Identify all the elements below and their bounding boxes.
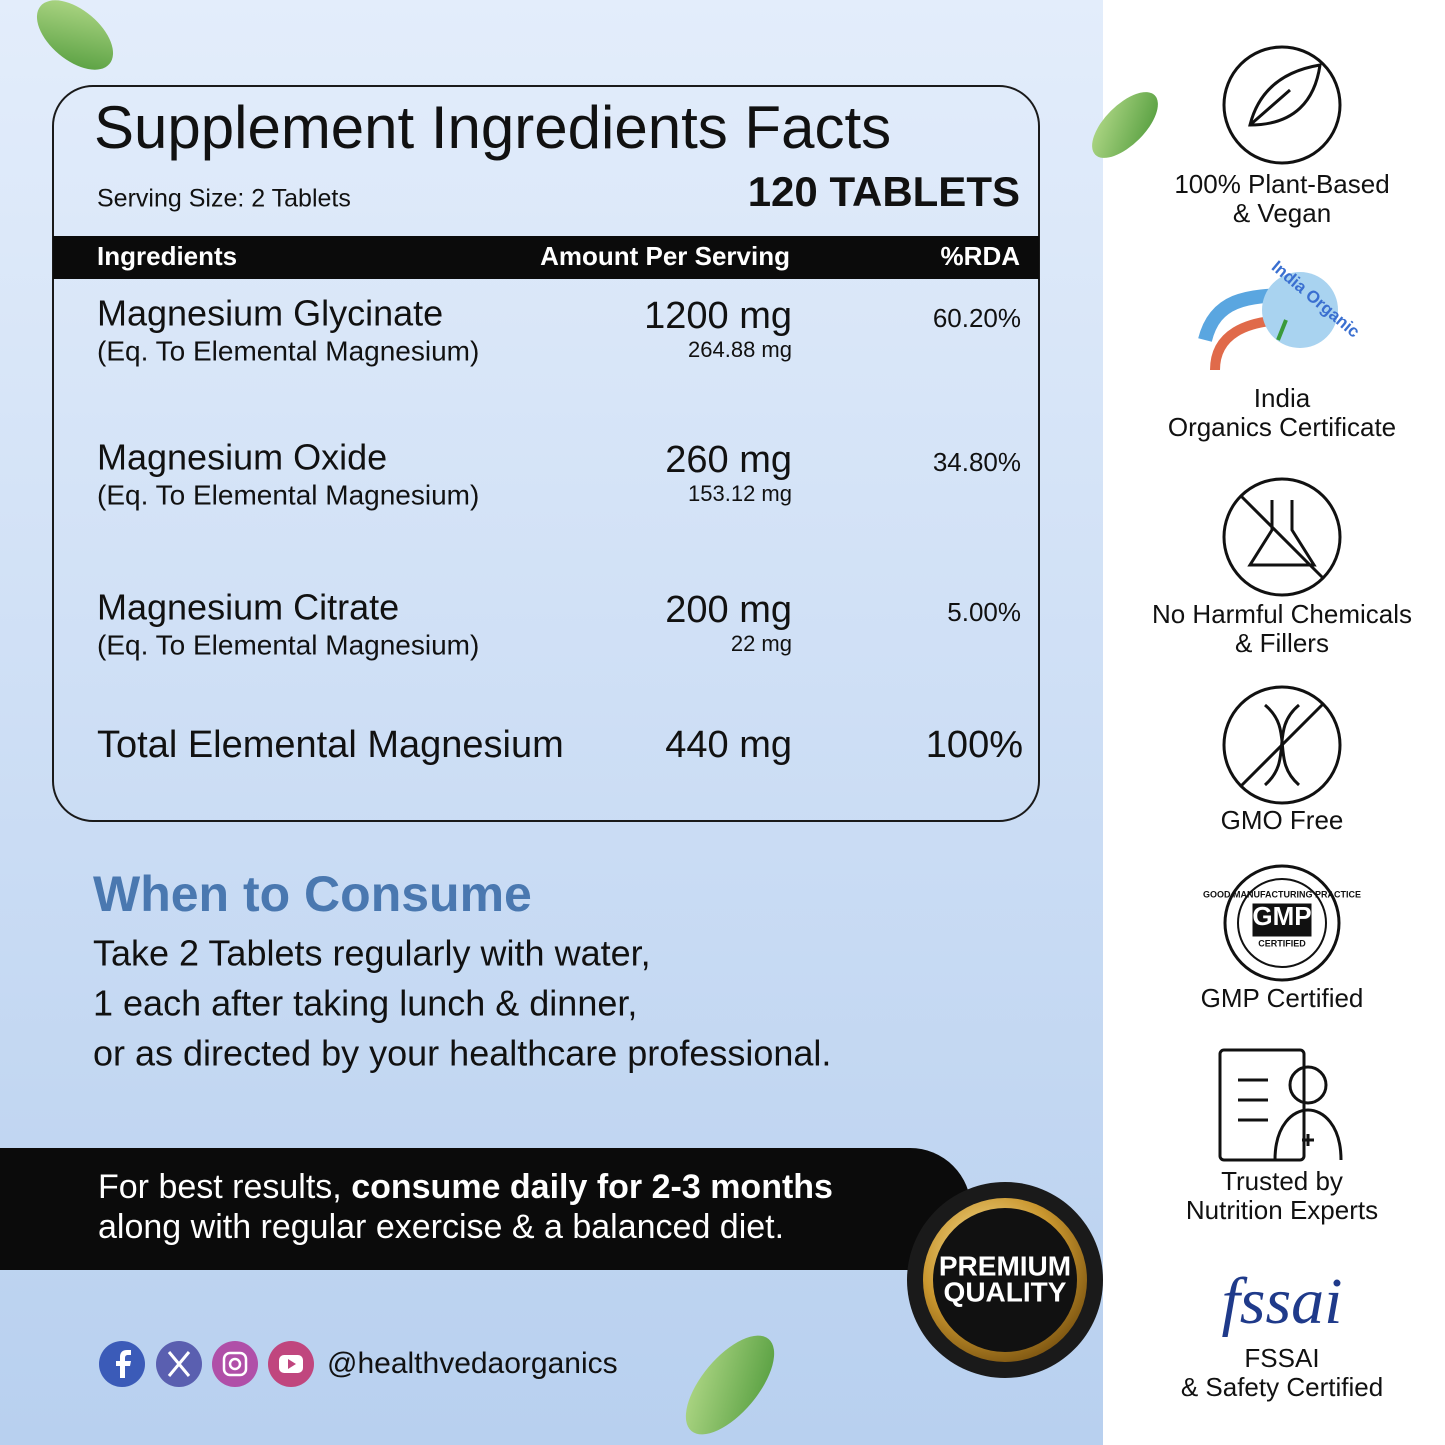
ingredient-note: (Eq. To Elemental Magnesium) xyxy=(97,335,479,366)
table-title: Supplement Ingredients Facts xyxy=(94,94,891,161)
feature-label: GMP Certified xyxy=(1201,983,1364,1013)
social-handle: @healthvedaorganics xyxy=(327,1347,618,1380)
rda: 34.80% xyxy=(933,447,1021,477)
logo-mark: GMP xyxy=(1252,901,1311,931)
elemental-amount: 153.12 mg xyxy=(688,481,792,506)
banner xyxy=(0,1148,971,1270)
social-icons xyxy=(99,1341,314,1387)
logo-sub: CERTIFIED xyxy=(1258,938,1306,948)
tablet-count: 120 TABLETS xyxy=(748,168,1020,215)
table-header: Amount Per Serving xyxy=(540,241,790,271)
elemental-amount: 22 mg xyxy=(731,631,792,656)
feature-label: & Vegan xyxy=(1233,198,1331,228)
banner-line: along with regular exercise & a balanced… xyxy=(98,1208,784,1246)
badge-text: PREMIUM xyxy=(939,1250,1071,1281)
table-frame xyxy=(52,85,1040,822)
feature-label: & Safety Certified xyxy=(1181,1372,1383,1402)
total-rda: 100% xyxy=(926,724,1023,766)
feature-label: GMO Free xyxy=(1221,805,1344,835)
ingredient-name: Magnesium Glycinate xyxy=(97,293,443,334)
consume-heading: When to Consume xyxy=(93,866,532,922)
banner-text-bold: consume daily for 2-3 months xyxy=(351,1168,833,1206)
ingredient-name: Magnesium Oxide xyxy=(97,437,387,478)
leaves xyxy=(36,0,1158,1435)
consume-line: 1 each after taking lunch & dinner, xyxy=(93,983,637,1024)
table-header: Ingredients xyxy=(97,241,237,271)
feature-label: No Harmful Chemicals xyxy=(1152,599,1412,629)
amount: 1200 mg xyxy=(644,295,792,337)
ingredient-note: (Eq. To Elemental Magnesium) xyxy=(97,629,479,660)
consume-line: or as directed by your healthcare profes… xyxy=(93,1033,831,1074)
rda: 5.00% xyxy=(947,597,1021,627)
premium-badge xyxy=(907,1182,1103,1378)
banner-line: For best results, consume daily for 2-3 … xyxy=(98,1168,833,1206)
consume-line: Take 2 Tablets regularly with water, xyxy=(93,933,651,974)
feature-label: Trusted by xyxy=(1221,1166,1343,1196)
elemental-amount: 264.88 mg xyxy=(688,337,792,362)
logo-text: GOOD MANUFACTURING PRACTICE xyxy=(1203,889,1361,899)
logo-text: fssai xyxy=(1221,1265,1342,1338)
feature-label: FSSAI xyxy=(1244,1343,1319,1373)
table-header-bar xyxy=(53,236,1039,279)
feature-label: & Fillers xyxy=(1235,628,1329,658)
total-amount: 440 mg xyxy=(665,724,792,766)
feature-label: India xyxy=(1254,383,1311,413)
feature-label: 100% Plant-Based xyxy=(1174,169,1389,199)
feature-icons xyxy=(1198,45,1343,1162)
feature-label: Nutrition Experts xyxy=(1186,1195,1378,1225)
serving-size: Serving Size: 2 Tablets xyxy=(97,185,351,213)
table-header: %RDA xyxy=(941,241,1021,271)
total-name: Total Elemental Magnesium xyxy=(97,724,564,766)
amount: 200 mg xyxy=(665,589,792,631)
ingredient-name: Magnesium Citrate xyxy=(97,587,399,628)
feature-label: Organics Certificate xyxy=(1168,412,1396,442)
badge-text: QUALITY xyxy=(944,1276,1067,1307)
ingredient-note: (Eq. To Elemental Magnesium) xyxy=(97,479,479,510)
rda: 60.20% xyxy=(933,303,1021,333)
banner-text: For best results, xyxy=(98,1168,351,1206)
side-panel xyxy=(1103,0,1445,1445)
amount: 260 mg xyxy=(665,439,792,481)
